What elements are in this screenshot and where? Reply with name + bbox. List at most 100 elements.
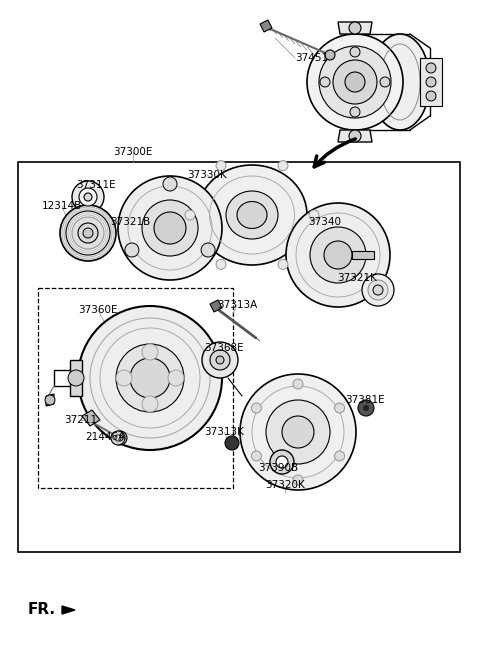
Circle shape xyxy=(111,431,125,445)
Text: 37368E: 37368E xyxy=(204,343,244,353)
Circle shape xyxy=(115,435,121,441)
Circle shape xyxy=(79,188,97,206)
Circle shape xyxy=(363,405,369,411)
Circle shape xyxy=(286,203,390,307)
Circle shape xyxy=(130,358,170,398)
Circle shape xyxy=(118,176,222,280)
Circle shape xyxy=(78,306,222,450)
Circle shape xyxy=(45,395,55,405)
Circle shape xyxy=(307,34,403,130)
Ellipse shape xyxy=(197,165,307,265)
Circle shape xyxy=(282,416,314,448)
Polygon shape xyxy=(210,300,222,312)
Circle shape xyxy=(380,77,390,87)
Text: 37381E: 37381E xyxy=(345,395,385,405)
Text: 37360E: 37360E xyxy=(78,305,118,315)
Circle shape xyxy=(66,211,110,255)
Circle shape xyxy=(358,400,374,416)
Circle shape xyxy=(335,403,345,413)
Polygon shape xyxy=(82,410,100,426)
Circle shape xyxy=(142,396,158,412)
Circle shape xyxy=(168,370,184,386)
Circle shape xyxy=(350,47,360,57)
Circle shape xyxy=(373,285,383,295)
Circle shape xyxy=(78,223,98,243)
Circle shape xyxy=(142,344,158,360)
Text: 21446A: 21446A xyxy=(85,432,125,442)
Circle shape xyxy=(426,77,436,87)
Circle shape xyxy=(185,210,195,220)
Bar xyxy=(18,162,460,552)
Circle shape xyxy=(278,259,288,270)
Ellipse shape xyxy=(226,191,278,239)
Text: 12314B: 12314B xyxy=(42,201,82,211)
Circle shape xyxy=(216,356,224,364)
Circle shape xyxy=(216,259,226,270)
Circle shape xyxy=(345,72,365,92)
Circle shape xyxy=(426,91,436,101)
Ellipse shape xyxy=(237,202,267,229)
Circle shape xyxy=(116,370,132,386)
Polygon shape xyxy=(260,20,272,32)
Circle shape xyxy=(335,451,345,461)
Text: 37300E: 37300E xyxy=(113,147,153,157)
Circle shape xyxy=(225,436,239,450)
Circle shape xyxy=(83,228,93,238)
Circle shape xyxy=(333,60,377,104)
Circle shape xyxy=(276,456,288,468)
Circle shape xyxy=(163,177,177,191)
Circle shape xyxy=(60,205,116,261)
Circle shape xyxy=(349,130,361,142)
Circle shape xyxy=(154,212,186,244)
Bar xyxy=(420,58,442,106)
Circle shape xyxy=(293,475,303,485)
Circle shape xyxy=(142,200,198,256)
Circle shape xyxy=(310,227,366,283)
Circle shape xyxy=(117,435,123,441)
Circle shape xyxy=(349,22,361,34)
Bar xyxy=(352,251,374,259)
Ellipse shape xyxy=(370,34,430,130)
Circle shape xyxy=(325,50,335,60)
Circle shape xyxy=(350,107,360,117)
Text: 37330K: 37330K xyxy=(187,170,227,180)
Circle shape xyxy=(252,451,262,461)
Circle shape xyxy=(293,379,303,389)
Circle shape xyxy=(320,77,330,87)
Polygon shape xyxy=(46,394,54,406)
Circle shape xyxy=(426,63,436,73)
Circle shape xyxy=(216,161,226,171)
Circle shape xyxy=(72,181,104,213)
Circle shape xyxy=(270,450,294,474)
Text: 37321K: 37321K xyxy=(337,273,377,283)
Text: 37320K: 37320K xyxy=(265,480,305,490)
Circle shape xyxy=(362,274,394,306)
Circle shape xyxy=(202,342,238,378)
Text: 37340: 37340 xyxy=(309,217,341,227)
Polygon shape xyxy=(62,606,75,614)
Polygon shape xyxy=(338,22,372,34)
Circle shape xyxy=(319,46,391,118)
Circle shape xyxy=(116,344,184,412)
Circle shape xyxy=(125,243,139,257)
Circle shape xyxy=(72,217,104,249)
Circle shape xyxy=(240,374,356,490)
Text: 37311E: 37311E xyxy=(76,180,116,190)
Text: 37211: 37211 xyxy=(64,415,97,425)
Circle shape xyxy=(84,193,92,201)
Circle shape xyxy=(309,210,319,220)
Circle shape xyxy=(324,241,352,269)
Text: 37321B: 37321B xyxy=(110,217,150,227)
Circle shape xyxy=(210,350,230,370)
Circle shape xyxy=(278,161,288,171)
Text: 37313K: 37313K xyxy=(204,427,244,437)
Bar xyxy=(38,288,233,488)
Text: FR.: FR. xyxy=(28,602,56,618)
Text: 37451: 37451 xyxy=(295,53,328,63)
Circle shape xyxy=(113,431,127,445)
Text: 37390B: 37390B xyxy=(258,463,298,473)
Polygon shape xyxy=(338,130,372,142)
Circle shape xyxy=(368,280,388,300)
Circle shape xyxy=(68,370,84,386)
Polygon shape xyxy=(70,360,82,396)
